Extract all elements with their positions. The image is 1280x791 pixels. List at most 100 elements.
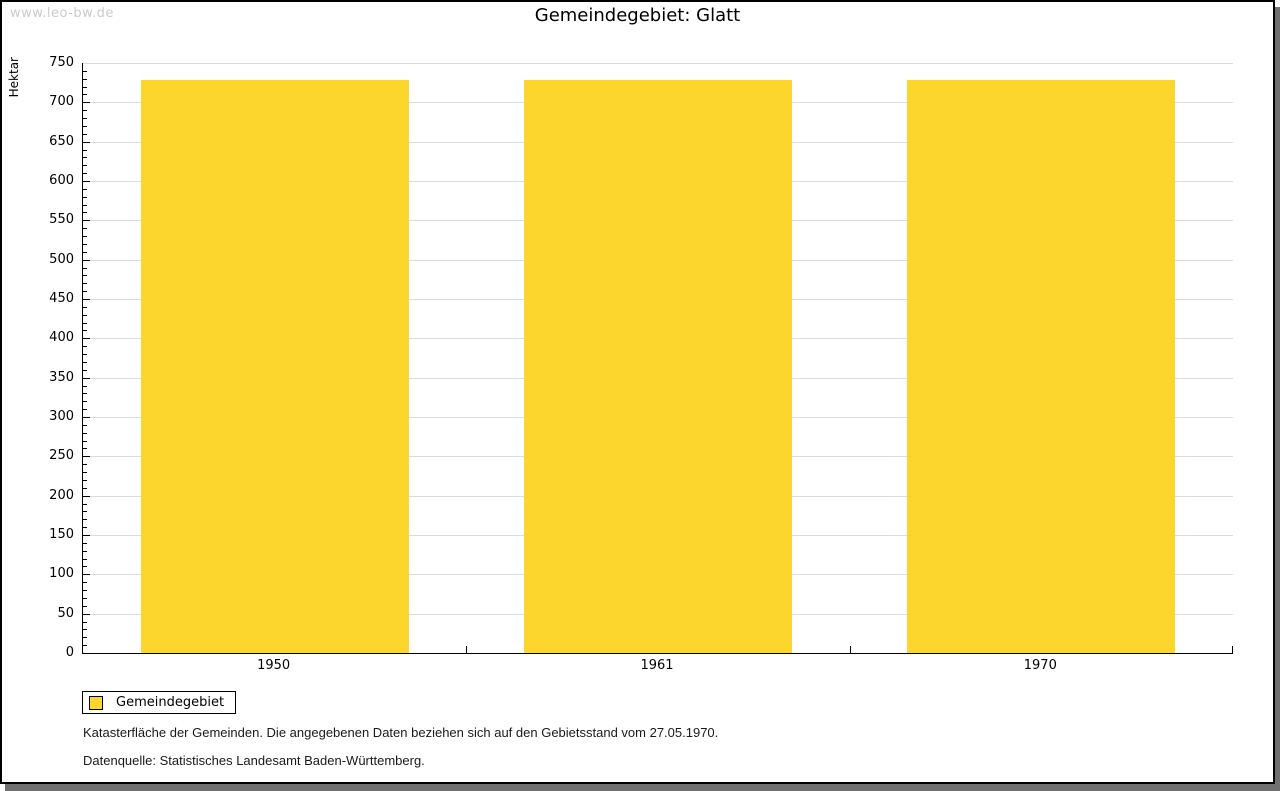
chart-title: Gemeindegebiet: Glatt [534, 5, 741, 26]
y-tick-label: 500 [49, 251, 74, 267]
y-tick-mark [83, 558, 87, 560]
y-tick-mark [83, 110, 87, 112]
y-tick-mark [83, 322, 87, 324]
y-tick-label: 400 [49, 330, 74, 346]
y-tick-mark [83, 196, 87, 198]
datasource-text: Datenquelle: Statistisches Landesamt Bad… [83, 753, 425, 768]
y-tick-label: 550 [49, 212, 74, 228]
y-tick-mark [83, 597, 87, 599]
y-tick-label: 200 [49, 487, 74, 503]
y-tick-mark [83, 424, 87, 426]
y-tick-label: 300 [49, 409, 74, 424]
y-tick-mark [83, 118, 87, 120]
x-tick-mark [466, 646, 468, 653]
y-tick-mark [83, 283, 87, 285]
y-tick-mark [83, 503, 87, 505]
y-tick-mark [83, 212, 87, 214]
y-tick-label: 650 [49, 133, 74, 149]
y-tick-mark [83, 369, 87, 371]
y-tick-mark [83, 306, 87, 308]
y-tick-mark [83, 291, 87, 293]
y-tick-mark [83, 259, 90, 261]
bar-1961 [523, 80, 793, 653]
bar-1970 [907, 80, 1176, 653]
y-tick-mark [83, 377, 90, 379]
y-tick-label: 600 [49, 173, 74, 188]
y-tick-mark [83, 149, 87, 151]
y-tick-mark [83, 173, 87, 175]
y-tick-mark [83, 432, 87, 434]
x-axis-end-tick [1232, 646, 1233, 653]
x-tick-mark [849, 646, 851, 653]
y-tick-mark [83, 338, 90, 340]
y-tick-mark [83, 590, 87, 592]
y-tick-mark [83, 582, 87, 584]
y-tick-mark [83, 361, 87, 363]
y-tick-mark [83, 464, 87, 466]
y-tick-mark [83, 330, 87, 332]
x-tick-label: 1970 [1023, 658, 1057, 673]
y-tick-mark [83, 181, 90, 182]
y-tick-mark [83, 637, 87, 639]
y-tick-label: 700 [49, 94, 74, 110]
y-tick-mark [83, 236, 87, 238]
y-tick-mark [83, 472, 87, 474]
y-tick-mark [83, 314, 87, 316]
y-tick-mark [83, 141, 90, 143]
y-tick-mark [83, 243, 87, 245]
y-tick-mark [83, 102, 90, 104]
y-tick-mark [83, 479, 87, 481]
footer: Katasterfläche der Gemeinden. Die angege… [83, 725, 718, 781]
y-tick-mark [83, 542, 87, 544]
y-tick-mark [83, 267, 87, 269]
y-tick-label: 100 [49, 566, 74, 582]
y-tick-mark [83, 535, 90, 536]
y-tick-mark [83, 605, 87, 607]
y-tick-mark [83, 78, 87, 80]
y-tick-mark [83, 86, 87, 88]
legend-label: Gemeindegebiet [116, 695, 225, 710]
y-tick-label: 350 [49, 369, 74, 385]
footnote-text: Katasterfläche der Gemeinden. Die angege… [83, 725, 719, 740]
y-tick-mark [83, 299, 90, 300]
gridline [83, 63, 1233, 64]
legend: Gemeindegebiet [82, 691, 237, 714]
watermark: www.leo-bw.de [10, 6, 114, 21]
y-tick-mark [83, 645, 87, 647]
y-tick-mark [83, 527, 87, 529]
y-tick-mark [83, 566, 87, 568]
y-tick-mark [83, 204, 87, 206]
y-tick-mark [83, 519, 87, 521]
y-tick-mark [83, 385, 87, 387]
y-tick-mark [83, 70, 87, 72]
y-tick-label: 250 [49, 448, 74, 464]
y-tick-mark [83, 188, 87, 190]
y-tick-label: 0 [65, 645, 74, 660]
y-tick-mark [83, 157, 87, 159]
y-tick-mark [83, 401, 87, 403]
y-tick-mark [83, 354, 87, 356]
y-tick-mark [83, 629, 87, 631]
y-tick-label: 450 [49, 291, 74, 306]
y-tick-mark [83, 574, 90, 576]
y-tick-mark [83, 511, 87, 513]
y-tick-mark [83, 409, 87, 411]
y-tick-mark [83, 621, 87, 623]
y-tick-mark [83, 456, 90, 458]
y-tick-labels: 0 50 100 150 200 250 300 350 400 450 500 550 600 650 7… [2, 2, 74, 662]
x-tick-label: 1961 [640, 658, 674, 673]
y-tick-mark [83, 228, 87, 230]
y-tick-mark [83, 165, 87, 167]
y-tick-mark [83, 417, 90, 418]
y-tick-mark [83, 613, 90, 615]
y-tick-mark [83, 220, 90, 222]
y-tick-mark [83, 393, 87, 395]
x-tick-label: 1950 [257, 658, 291, 673]
y-tick-mark [83, 440, 87, 442]
y-tick-mark [83, 550, 87, 552]
y-tick-mark [83, 133, 87, 135]
plot-area [82, 63, 1233, 654]
y-tick-mark [83, 495, 90, 497]
y-tick-mark [83, 448, 87, 450]
